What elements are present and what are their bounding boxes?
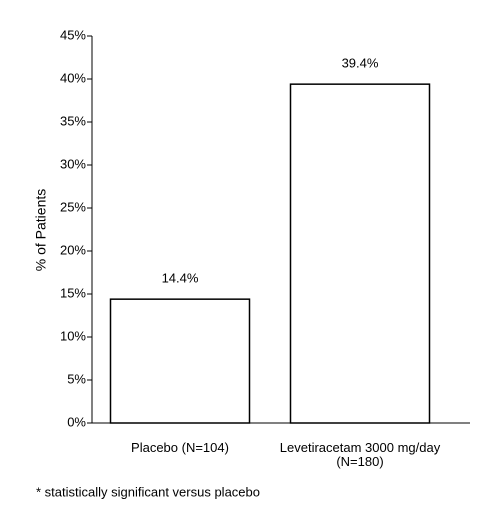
y-axis-label: % of Patients	[33, 189, 49, 272]
footnote: * statistically significant versus place…	[36, 484, 260, 499]
value-label: 14.4%	[162, 271, 199, 286]
x-tick-label: Placebo (N=104)	[131, 440, 229, 455]
y-tick-label: 25%	[60, 199, 86, 214]
bar	[289, 83, 431, 424]
y-tick-label: 5%	[67, 371, 86, 386]
y-tick-label: 15%	[60, 285, 86, 300]
y-tick-label: 45%	[60, 27, 86, 42]
y-tick-label: 10%	[60, 328, 86, 343]
bar	[109, 298, 251, 424]
y-tick-label: 20%	[60, 242, 86, 257]
y-tick-label: 35%	[60, 113, 86, 128]
y-tick-label: 40%	[60, 70, 86, 85]
y-tick-label: 0%	[67, 414, 86, 429]
x-tick-label: Levetiracetam 3000 mg/day (N=180)	[280, 440, 441, 469]
y-tick-label: 30%	[60, 156, 86, 171]
value-label: 39.4%	[342, 56, 379, 71]
